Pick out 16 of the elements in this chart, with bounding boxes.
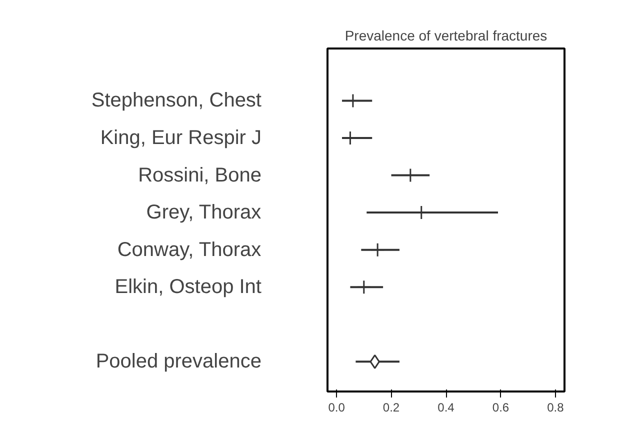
y-tick-label: Conway, Thorax bbox=[117, 238, 262, 261]
y-tick-label: Rossini, Bone bbox=[138, 164, 262, 186]
chart-title: Prevalence of vertebral fractures bbox=[344, 28, 548, 44]
y-tick-label: Stephenson, Chest bbox=[91, 90, 262, 112]
y-tick-label: Grey, Thorax bbox=[146, 202, 262, 224]
x-tick-label: 0.6 bbox=[492, 400, 510, 414]
y-tick-label: King, Eur Respir J bbox=[100, 126, 262, 149]
y-tick-label: Elkin, Osteop Int bbox=[114, 276, 262, 298]
x-tick-label: 0.8 bbox=[547, 400, 564, 414]
x-tick-label: 0.4 bbox=[438, 400, 455, 414]
point bbox=[356, 280, 372, 294]
x-tick-label: 0.0 bbox=[328, 400, 346, 414]
x-tick-label: 0.2 bbox=[382, 400, 400, 414]
y-tick-label: Pooled prevalence bbox=[96, 350, 262, 373]
point bbox=[370, 242, 385, 258]
point bbox=[370, 354, 380, 369]
